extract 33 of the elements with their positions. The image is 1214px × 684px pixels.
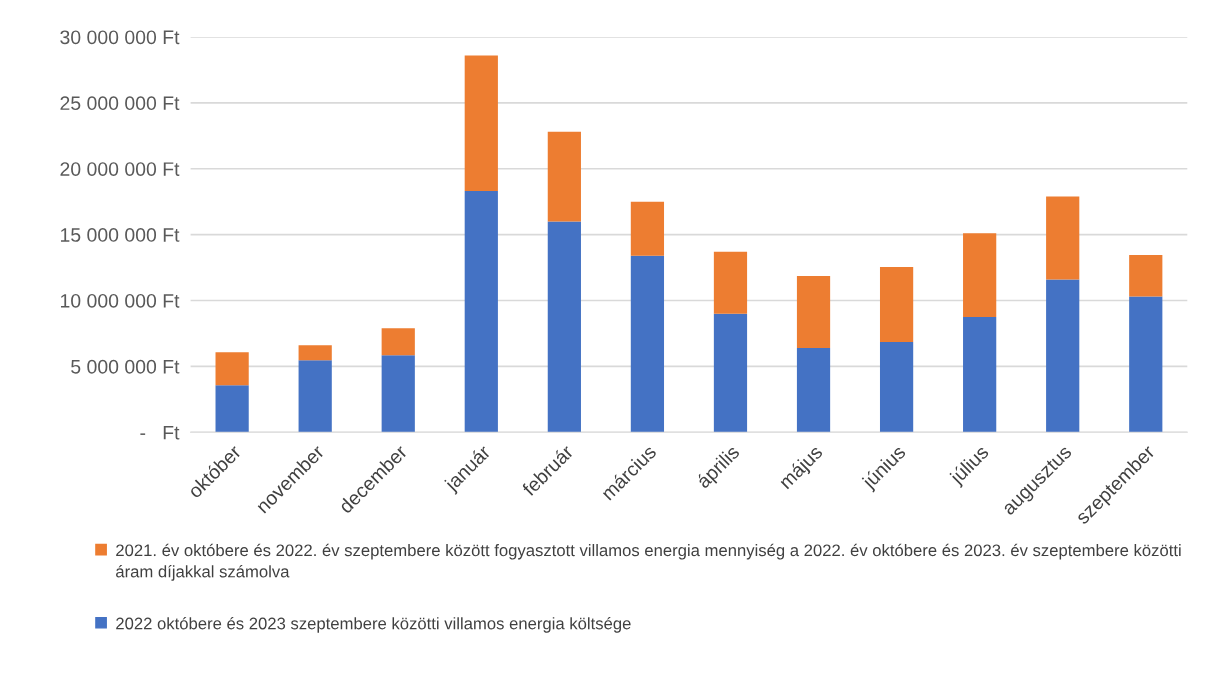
bar xyxy=(298,345,332,361)
bar xyxy=(879,342,914,433)
bar xyxy=(1046,279,1080,433)
bar xyxy=(963,233,997,317)
y-tick-label: 10 000 000 Ft xyxy=(60,293,180,308)
bar xyxy=(796,347,831,433)
bar xyxy=(879,266,914,343)
y-tick-label: 30 000 000 Ft xyxy=(60,30,180,45)
bar xyxy=(464,55,498,192)
y-tick-label: 20 000 000 Ft xyxy=(60,162,180,176)
bar xyxy=(630,255,665,433)
bar xyxy=(1129,296,1163,433)
bar xyxy=(1129,255,1163,297)
bar xyxy=(963,316,997,433)
legend-label: 2021. év októbere és 2022. év szeptembere között fogyasztott villamos energia mennyiség a 2022. év októbere és 2023. év szeptembere közötti áram díjakkal számolva xyxy=(116,543,1181,581)
bar xyxy=(547,131,581,222)
bar xyxy=(298,360,332,433)
bar xyxy=(381,328,415,356)
bar xyxy=(464,191,498,433)
bar xyxy=(381,355,415,433)
legend-label: 2022 októbere és 2023 szeptembere közötti villamos energia költsége xyxy=(116,616,631,633)
y-tick-label: 5 000 000 Ft xyxy=(71,359,180,374)
bar xyxy=(713,313,748,433)
y-tick-label: 15 000 000 Ft xyxy=(60,228,180,242)
bar xyxy=(630,201,665,256)
bar xyxy=(713,251,748,314)
bar xyxy=(1046,196,1080,280)
bar xyxy=(215,385,249,433)
bar xyxy=(215,352,249,386)
y-tick-label: - Ft xyxy=(140,425,180,440)
bar xyxy=(547,221,581,433)
y-tick-label: 25 000 000 Ft xyxy=(60,96,180,111)
bar xyxy=(796,276,831,348)
